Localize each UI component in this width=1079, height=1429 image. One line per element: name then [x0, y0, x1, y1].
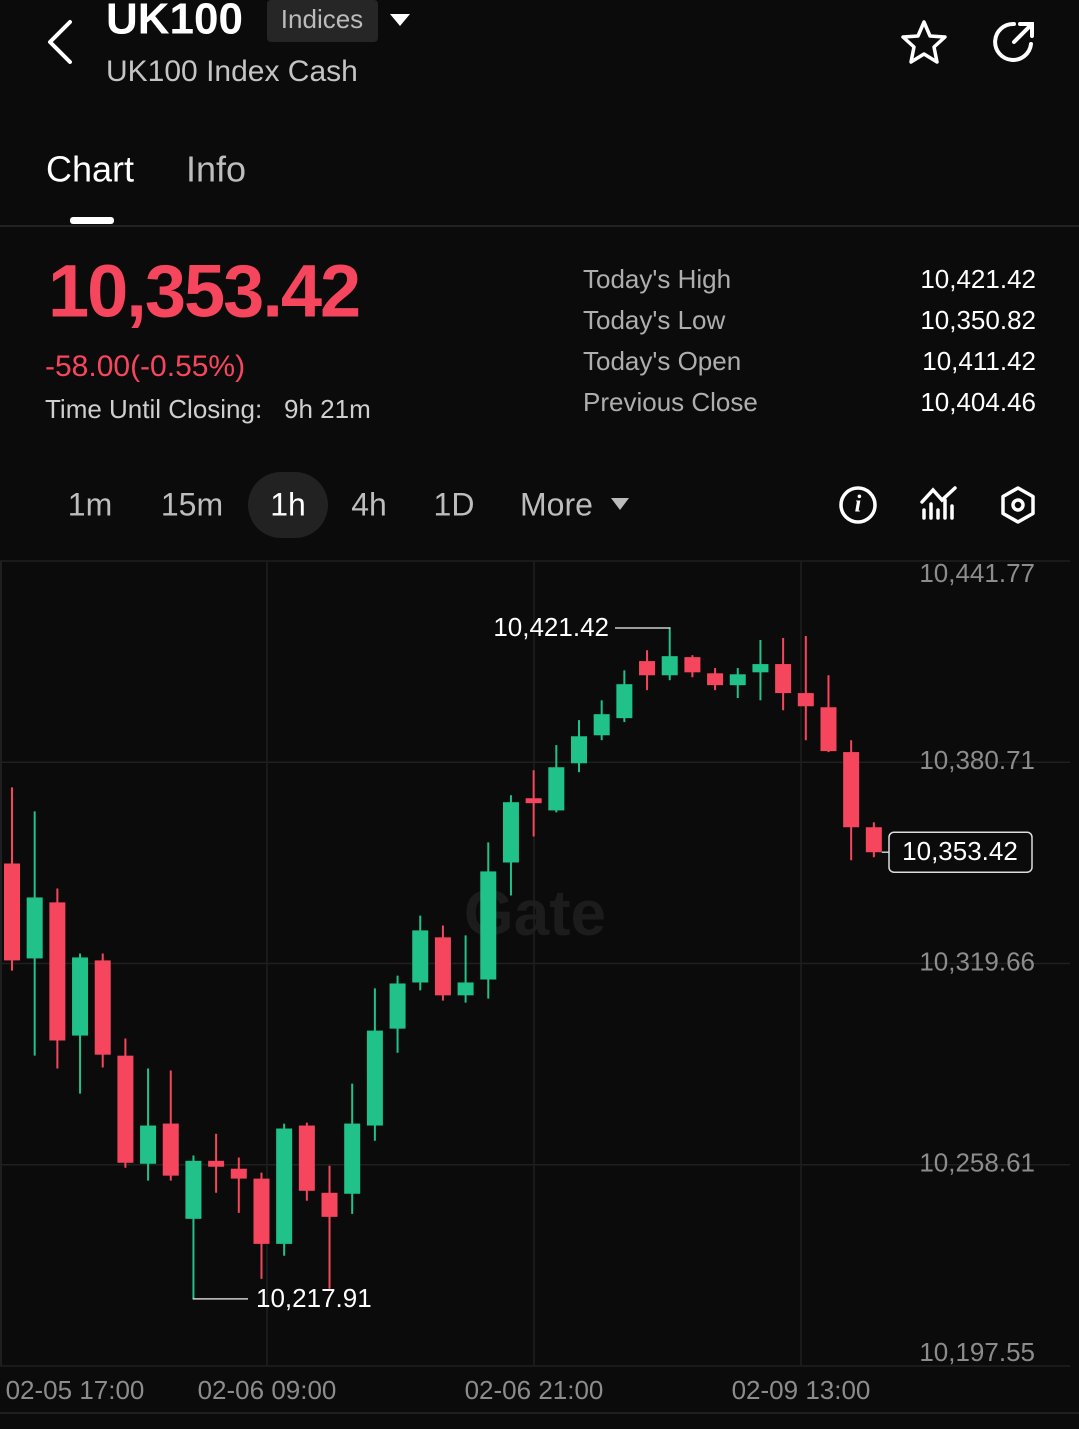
candle-body: [344, 1123, 361, 1194]
svg-text:i: i: [855, 492, 862, 518]
candle-body: [548, 767, 565, 811]
candle-body: [366, 1030, 383, 1126]
last-box: [888, 831, 1033, 873]
candle-body: [797, 693, 814, 707]
share-icon[interactable]: [993, 21, 1034, 62]
candle-body: [140, 1125, 157, 1164]
last-label: 10,353.42: [902, 836, 1018, 866]
candle-body: [298, 1125, 315, 1191]
candle-body: [230, 1168, 247, 1179]
candle-body: [162, 1123, 179, 1176]
candle-body: [775, 664, 792, 694]
y-tick-label: 10,441.77: [919, 558, 1035, 588]
dropdown[interactable]: [390, 14, 410, 26]
info-icon[interactable]: i: [839, 486, 877, 524]
x-tick-label: 02-05 17:00: [6, 1375, 145, 1405]
high-label: 10,421.42: [493, 612, 609, 642]
candle-body: [412, 930, 429, 983]
candle-body: [480, 871, 497, 980]
indicator-icon[interactable]: [920, 486, 957, 520]
y-tick-label: 10,380.71: [919, 745, 1035, 775]
back-button[interactable]: [48, 20, 72, 64]
badge: Indices: [281, 4, 363, 34]
x-tick-label: 02-09 13:00: [732, 1375, 871, 1405]
candle-body: [276, 1128, 293, 1244]
candle-body: [72, 957, 89, 1036]
candle-body: [865, 827, 882, 853]
stat-value: 10,404.46: [920, 387, 1036, 417]
candle-body: [684, 657, 701, 673]
y-tick-label: 10,258.61: [919, 1148, 1035, 1178]
candle-body: [321, 1192, 338, 1217]
candle-body: [434, 937, 451, 996]
timeframe[interactable]: 1m: [68, 486, 112, 522]
candle-body: [729, 674, 746, 686]
stat-label: Previous Close: [583, 387, 758, 417]
candle-body: [49, 902, 66, 1041]
timeframe-highlight: [248, 472, 328, 538]
timeframe[interactable]: 1h: [270, 486, 306, 522]
candle-body: [525, 798, 542, 804]
stat-label: Today's Open: [583, 346, 741, 376]
candle-body: [4, 863, 20, 961]
candle-body: [661, 656, 678, 676]
candle-body: [502, 802, 519, 863]
candle-body: [457, 982, 474, 996]
candle-body: [639, 661, 656, 676]
closing-label: Time Until Closing:: [45, 394, 262, 424]
candle-body: [117, 1055, 134, 1163]
candle-body: [707, 673, 724, 686]
candle-body: [820, 707, 837, 752]
timeframe[interactable]: 15m: [161, 486, 223, 522]
candle-body: [185, 1160, 202, 1219]
subtitle: UK100 Index Cash: [106, 55, 358, 88]
low-leader: [192, 1297, 248, 1300]
stat-value: 10,411.42: [922, 346, 1036, 376]
timeframe[interactable]: 4h: [351, 486, 387, 522]
symbol: UK100: [106, 0, 243, 44]
candle-body: [253, 1178, 270, 1244]
low-label: 10,217.91: [256, 1283, 372, 1313]
stat-label: Today's High: [583, 264, 731, 294]
candle-body: [752, 664, 769, 673]
x-tick-label: 02-06 21:00: [465, 1375, 604, 1405]
candle-body: [843, 752, 860, 828]
candle-body: [26, 897, 43, 959]
candle-body: [389, 983, 406, 1029]
more-arrow[interactable]: [611, 498, 629, 510]
change: -58.00(-0.55%): [45, 350, 245, 383]
tab[interactable]: Info: [186, 149, 246, 190]
timeframe[interactable]: More: [520, 486, 593, 522]
price: 10,353.42: [48, 250, 359, 333]
badge-bg: [267, 0, 378, 42]
y-tick-label: 10,197.55: [919, 1337, 1035, 1367]
candle-body: [616, 684, 633, 719]
favorite-icon[interactable]: [901, 20, 947, 64]
tab-indicator: [70, 217, 114, 224]
x-tick-label: 02-06 09:00: [198, 1375, 337, 1405]
candle-body: [593, 714, 610, 736]
settings-icon[interactable]: [1001, 486, 1035, 524]
candle-body: [208, 1160, 225, 1167]
closing-value: 9h 21m: [284, 394, 371, 424]
high-leader: [615, 627, 671, 629]
candle-body: [571, 736, 587, 764]
candle-body: [94, 960, 111, 1055]
timeframe[interactable]: 1D: [434, 486, 475, 522]
stat-value: 10,421.42: [920, 264, 1036, 294]
y-tick-label: 10,319.66: [919, 946, 1035, 976]
stat-value: 10,350.82: [920, 305, 1036, 335]
tab[interactable]: Chart: [46, 149, 134, 190]
stat-label: Today's Low: [583, 305, 725, 335]
